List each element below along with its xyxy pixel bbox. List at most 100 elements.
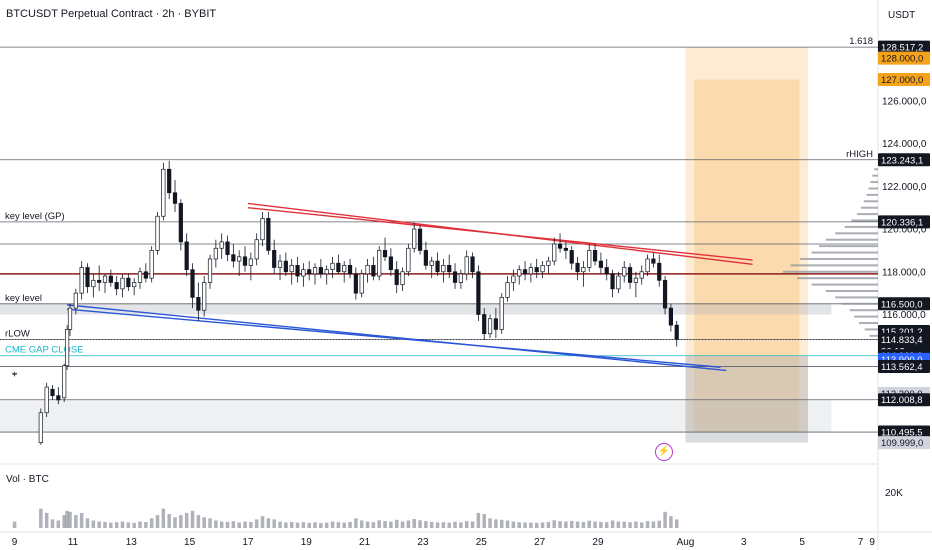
- candle-body-34: [225, 241, 230, 256]
- price-tag-label-10: 113.562,4: [881, 362, 923, 373]
- volume-bar-91: [558, 521, 562, 528]
- volume-bar-85: [523, 522, 527, 528]
- volume-profile-bar-20: [835, 296, 878, 299]
- volume-bar-86: [529, 522, 533, 528]
- candle-body-106: [645, 258, 650, 273]
- candle-body-103: [627, 267, 633, 283]
- volume-bar-28: [190, 510, 195, 528]
- symbol-title[interactable]: BTCUSDT Perpetual Contract · 2h · BYBIT: [6, 8, 217, 20]
- volume-profile-bar-8: [851, 219, 878, 222]
- volume-bar-102: [622, 521, 626, 528]
- candle-body-40: [260, 218, 265, 241]
- volume-profile-bar-11: [825, 238, 878, 241]
- candle-body-30: [202, 282, 207, 311]
- volume-bar-77: [476, 512, 481, 528]
- volume-bar-78: [482, 514, 486, 528]
- volume-bar-44: [284, 522, 288, 528]
- volume-bar-89: [546, 521, 551, 528]
- volume-bar-50: [319, 523, 323, 528]
- volume-bar-52: [330, 521, 335, 528]
- price-tag-bg-0: [878, 40, 930, 54]
- volume-bar-108: [657, 520, 661, 528]
- price-tag-label-7: 114.833,4: [881, 335, 923, 346]
- candle-body-32: [213, 247, 218, 260]
- candle-body-6: [64, 329, 70, 367]
- candle-body-63: [394, 269, 399, 285]
- x-tick-5: 19: [301, 537, 313, 548]
- candle-body-49: [312, 267, 318, 275]
- candle-body-29: [196, 297, 201, 311]
- volume-axis-label: 20K: [885, 488, 903, 499]
- volume-bar-20: [144, 521, 148, 528]
- volume-bar-0: [12, 521, 17, 528]
- lightning-icon[interactable]: ⚡: [655, 443, 673, 461]
- volume-bar-37: [243, 521, 247, 528]
- y-tick-3: 120.000,0: [882, 225, 927, 236]
- candle-body-8: [73, 292, 78, 309]
- x-tick-2: 13: [126, 537, 138, 548]
- volume-profile-bar-12: [819, 245, 878, 248]
- volume-bar-56: [354, 518, 358, 528]
- volume-bar-63: [394, 519, 399, 528]
- candle-body-31: [207, 258, 213, 283]
- volume-bar-14: [109, 522, 113, 528]
- volume-bar-73: [453, 521, 457, 528]
- volume-bar-53: [336, 522, 341, 528]
- volume-bar-100: [610, 520, 615, 528]
- x-tick-9: 27: [534, 537, 546, 548]
- candle-body-105: [639, 271, 644, 279]
- volume-bar-26: [179, 515, 183, 528]
- candle-body-44: [283, 260, 288, 273]
- volume-bar-106: [645, 521, 650, 528]
- volume-profile-bar-2: [870, 181, 878, 184]
- volume-bar-3: [50, 519, 55, 528]
- volume-bar-33: [219, 521, 224, 528]
- price-tag-bg-1: [878, 51, 930, 65]
- candle-body-86: [528, 267, 533, 275]
- candle-body-9: [79, 267, 84, 294]
- currency-label[interactable]: USDT: [888, 10, 916, 21]
- volume-bar-90: [552, 520, 556, 528]
- candle-body-24: [167, 168, 172, 194]
- candle-body-20: [143, 271, 148, 279]
- x-tick-11: Aug: [677, 537, 695, 548]
- volume-bar-47: [301, 522, 306, 528]
- volume-bar-68: [424, 521, 428, 528]
- volume-bar-49: [313, 522, 317, 528]
- price-tag-label-13: 110.495,5: [881, 428, 923, 439]
- volume-bar-110: [669, 516, 673, 528]
- price-tag-label-1: 128.000,0: [881, 54, 923, 65]
- volume-bar-96: [587, 520, 591, 528]
- volume-bar-71: [441, 522, 446, 528]
- x-tick-7: 23: [417, 537, 429, 548]
- volume-bar-80: [494, 519, 498, 528]
- price-tag-bg-5: [878, 297, 930, 311]
- price-tag-label-4: 120.336,1: [881, 217, 923, 228]
- x-tick-14: 7: [858, 537, 864, 548]
- volume-bar-36: [237, 522, 241, 528]
- volume-bar-74: [459, 522, 463, 528]
- candle-body-83: [511, 275, 516, 283]
- volume-bar-7: [68, 511, 72, 528]
- candle-body-21: [149, 250, 154, 279]
- candle-body-77: [476, 271, 481, 315]
- volume-bar-99: [604, 522, 609, 528]
- volume-bar-103: [628, 522, 632, 528]
- key-level-band: [0, 303, 832, 315]
- volume-bar-12: [97, 521, 101, 528]
- candle-body-35: [231, 254, 236, 262]
- candle-body-38: [248, 258, 253, 266]
- volume-bar-54: [342, 522, 346, 528]
- volume-bar-60: [377, 520, 381, 528]
- candle-body-60: [377, 250, 382, 277]
- candle-body-41: [266, 218, 271, 251]
- x-tick-12: 3: [741, 537, 747, 548]
- volume-bar-92: [564, 521, 568, 528]
- volume-profile-bar-1: [872, 174, 878, 177]
- volume-bar-70: [435, 522, 440, 528]
- candle-body-64: [400, 271, 405, 285]
- volume-bar-22: [155, 515, 160, 528]
- volume-profile-bar-7: [857, 213, 878, 216]
- volume-bar-111: [674, 519, 679, 528]
